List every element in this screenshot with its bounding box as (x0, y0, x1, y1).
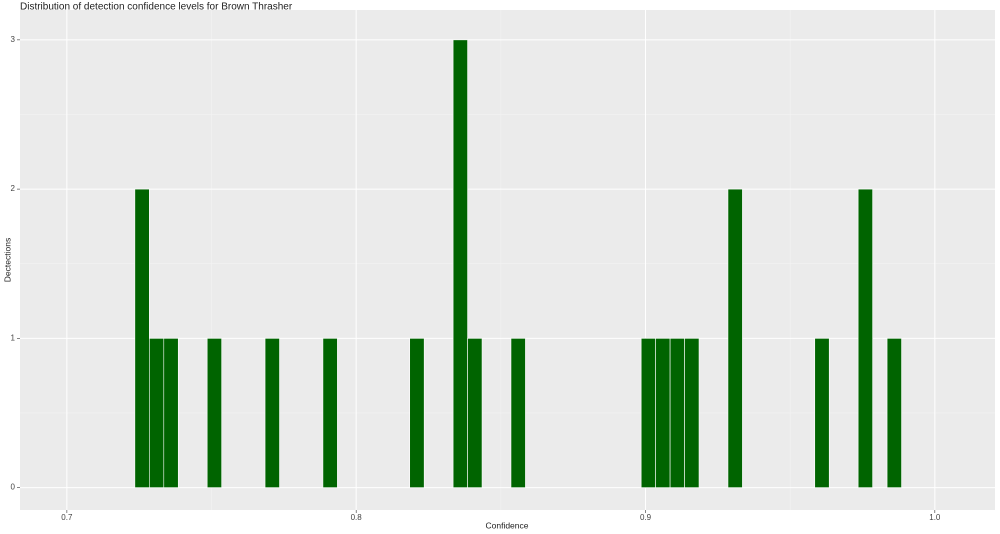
bar (886, 338, 902, 488)
bar (409, 338, 425, 488)
bar (814, 338, 830, 488)
x-tick-label: 0.7 (61, 513, 73, 522)
x-tick-label: 1.0 (929, 513, 941, 522)
bar (206, 338, 222, 488)
y-tick-label: 1 (11, 333, 16, 342)
bar (684, 338, 700, 488)
y-tick-label: 0 (11, 483, 16, 492)
x-tick-label: 0.8 (351, 513, 363, 522)
bar (264, 338, 280, 488)
y-tick-label: 3 (11, 35, 16, 44)
bar (467, 338, 483, 488)
bar (163, 338, 179, 488)
bar (452, 39, 468, 488)
bar (669, 338, 685, 488)
bar (655, 338, 671, 488)
bar (640, 338, 656, 488)
bar (857, 188, 873, 488)
y-tick-label: 2 (11, 184, 16, 193)
bar (322, 338, 338, 488)
y-axis-label: Dectections (2, 238, 12, 282)
bar (149, 338, 165, 488)
chart-title: Distribution of detection confidence lev… (20, 2, 293, 13)
bar (727, 188, 743, 488)
x-tick-label: 0.9 (640, 513, 652, 522)
bar (134, 188, 150, 488)
panel (20, 10, 995, 510)
bar (510, 338, 526, 488)
x-axis-label: Confidence (485, 520, 528, 530)
